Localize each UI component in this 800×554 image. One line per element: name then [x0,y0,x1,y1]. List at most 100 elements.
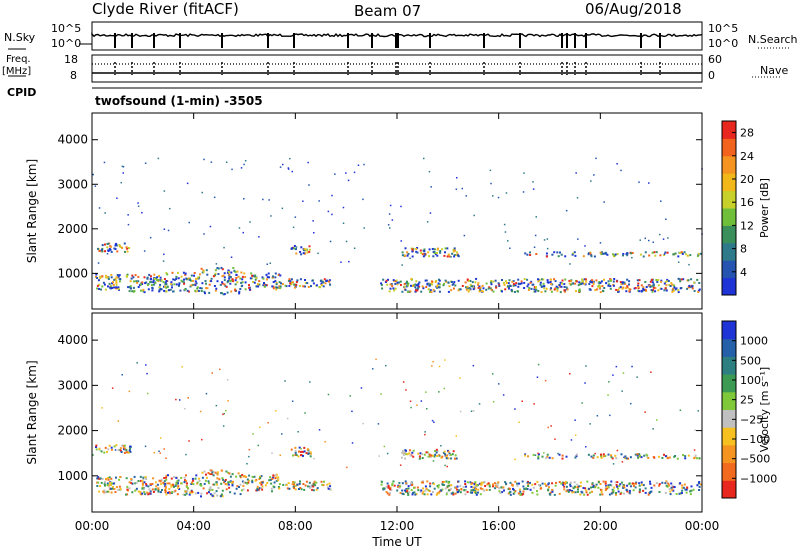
echo-point [239,288,242,290]
echo-point [98,207,101,209]
echo-point [550,278,552,281]
echo-point [530,287,533,290]
echo-point [405,453,408,456]
echo-point [208,473,211,475]
echo-point [312,489,315,492]
echo-point [426,408,428,410]
echo-point [644,411,646,413]
echo-point [577,490,579,493]
echo-point [170,477,173,480]
echo-point [289,282,292,285]
echo-point [619,286,622,289]
echo-point [637,285,640,288]
echo-point [384,281,387,283]
colorbar-segment [722,480,736,499]
echo-point [145,478,148,481]
echo-point [658,483,661,486]
echo-point [533,246,536,248]
echo-point [674,288,677,291]
echo-point [598,284,601,287]
echo-point [284,284,287,287]
echo-point [535,253,538,255]
echo-point [579,481,582,484]
echo-point [604,480,607,483]
echo-point [216,471,219,474]
echo-point [591,279,594,282]
echo-point [224,478,227,481]
echo-point [412,491,414,494]
echo-point [115,276,118,279]
echo-point [451,453,454,456]
echo-point [624,455,627,458]
echo-point [629,485,632,488]
echo-point [271,452,273,454]
echo-point [223,279,226,282]
mhz-label: [MHz] [2,66,32,77]
echo-point [623,485,625,488]
echo-point [489,287,492,290]
echo-point [420,251,423,254]
echo-point [642,286,645,289]
echo-point [546,279,549,282]
echo-point [429,482,432,485]
echo-point [193,272,196,274]
echo-point [286,417,289,420]
echo-point [661,481,664,484]
echo-point [651,251,654,254]
echo-point [443,254,446,257]
echo-point [126,488,129,491]
echo-point [194,284,197,287]
echo-point [420,400,423,402]
echo-point [100,450,103,453]
echo-point [617,490,620,493]
echo-point [507,282,510,285]
echo-point [531,483,534,486]
echo-point [651,281,654,284]
echo-point [228,481,231,483]
x-tick-label: 08:00 [278,519,313,533]
echo-point [253,281,256,284]
echo-point [97,279,100,282]
echo-point [98,448,101,450]
echo-point [471,285,474,288]
echo-point [348,260,350,263]
echo-point [292,454,294,457]
echo-point [226,379,229,381]
echo-point [414,286,417,289]
echo-point [583,278,586,281]
echo-point [443,450,446,453]
echo-point [401,451,404,454]
echo-point [551,482,554,485]
echo-point [596,456,599,459]
echo-point [436,485,439,487]
echo-point [599,242,602,244]
echo-point [168,488,171,490]
echo-point [562,482,565,485]
echo-point [155,485,158,488]
echo-point [466,285,469,288]
echo-point [429,289,432,292]
echo-point [636,453,639,456]
echo-point [600,253,603,256]
echo-point [243,163,245,166]
x-tick-label: 16:00 [481,519,516,533]
echo-point [449,487,452,490]
echo-point [219,283,222,286]
echo-point [155,279,158,282]
echo-point [186,487,189,490]
echo-point [115,476,117,479]
nsearch-label: N.Search [748,33,798,46]
echo-point [125,477,128,480]
echo-point [115,244,118,247]
echo-point [166,273,169,276]
echo-point [411,248,414,251]
echo-point [296,483,299,486]
echo-point [640,284,643,287]
echo-point [406,453,409,456]
echo-point [210,277,213,280]
echo-point [645,289,648,292]
echo-point [471,482,474,485]
echo-point [362,422,364,425]
echo-point [592,486,595,488]
echo-point [252,433,254,435]
